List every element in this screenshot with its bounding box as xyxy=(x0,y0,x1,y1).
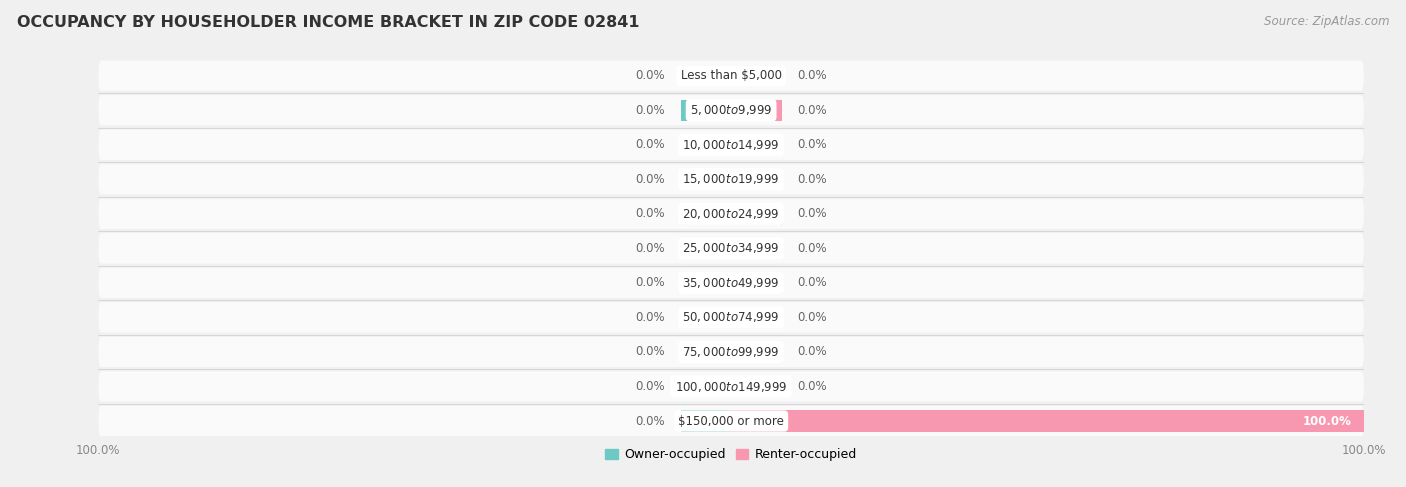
Text: $10,000 to $14,999: $10,000 to $14,999 xyxy=(682,138,780,152)
FancyBboxPatch shape xyxy=(98,268,1364,298)
Bar xyxy=(681,341,731,363)
Text: $35,000 to $49,999: $35,000 to $49,999 xyxy=(682,276,780,290)
Text: OCCUPANCY BY HOUSEHOLDER INCOME BRACKET IN ZIP CODE 02841: OCCUPANCY BY HOUSEHOLDER INCOME BRACKET … xyxy=(17,15,640,30)
Text: $100,000 to $149,999: $100,000 to $149,999 xyxy=(675,379,787,393)
Bar xyxy=(731,99,782,121)
Bar xyxy=(731,169,782,190)
Text: $15,000 to $19,999: $15,000 to $19,999 xyxy=(682,172,780,187)
FancyBboxPatch shape xyxy=(98,337,1364,367)
FancyBboxPatch shape xyxy=(98,233,1364,263)
Bar xyxy=(681,307,731,328)
Text: 0.0%: 0.0% xyxy=(636,173,665,186)
Text: 0.0%: 0.0% xyxy=(797,311,827,324)
Bar xyxy=(681,272,731,294)
Bar xyxy=(731,203,782,225)
Text: 0.0%: 0.0% xyxy=(797,380,827,393)
Text: 0.0%: 0.0% xyxy=(636,277,665,289)
Text: $75,000 to $99,999: $75,000 to $99,999 xyxy=(682,345,780,359)
FancyBboxPatch shape xyxy=(98,406,1364,436)
Bar xyxy=(731,65,782,86)
Text: 0.0%: 0.0% xyxy=(797,242,827,255)
Text: 0.0%: 0.0% xyxy=(636,138,665,151)
Bar xyxy=(681,376,731,397)
FancyBboxPatch shape xyxy=(98,371,1364,402)
Bar xyxy=(731,134,782,155)
Text: $150,000 or more: $150,000 or more xyxy=(678,414,785,428)
Text: 0.0%: 0.0% xyxy=(636,69,665,82)
Text: 0.0%: 0.0% xyxy=(797,173,827,186)
Bar xyxy=(681,238,731,259)
Text: 100.0%: 100.0% xyxy=(1302,414,1351,428)
Legend: Owner-occupied, Renter-occupied: Owner-occupied, Renter-occupied xyxy=(600,443,862,466)
Bar xyxy=(731,307,782,328)
Text: 0.0%: 0.0% xyxy=(636,345,665,358)
Text: 0.0%: 0.0% xyxy=(636,104,665,117)
Bar xyxy=(681,134,731,155)
Text: 0.0%: 0.0% xyxy=(636,311,665,324)
Text: $5,000 to $9,999: $5,000 to $9,999 xyxy=(690,103,772,117)
Text: Source: ZipAtlas.com: Source: ZipAtlas.com xyxy=(1264,15,1389,28)
Bar xyxy=(731,272,782,294)
Bar xyxy=(681,99,731,121)
Text: 0.0%: 0.0% xyxy=(797,277,827,289)
Bar xyxy=(731,411,1364,432)
Bar xyxy=(681,203,731,225)
FancyBboxPatch shape xyxy=(98,164,1364,194)
Bar xyxy=(731,341,782,363)
FancyBboxPatch shape xyxy=(98,302,1364,333)
Text: Less than $5,000: Less than $5,000 xyxy=(681,69,782,82)
Text: 0.0%: 0.0% xyxy=(797,69,827,82)
Text: 0.0%: 0.0% xyxy=(636,242,665,255)
Text: 0.0%: 0.0% xyxy=(797,104,827,117)
Text: 0.0%: 0.0% xyxy=(636,207,665,220)
Text: $25,000 to $34,999: $25,000 to $34,999 xyxy=(682,242,780,255)
Text: $50,000 to $74,999: $50,000 to $74,999 xyxy=(682,310,780,324)
Text: 0.0%: 0.0% xyxy=(797,138,827,151)
Text: $20,000 to $24,999: $20,000 to $24,999 xyxy=(682,207,780,221)
FancyBboxPatch shape xyxy=(98,95,1364,126)
Bar xyxy=(681,65,731,86)
Text: 0.0%: 0.0% xyxy=(636,380,665,393)
Text: 0.0%: 0.0% xyxy=(797,345,827,358)
Bar xyxy=(681,411,731,432)
Text: 0.0%: 0.0% xyxy=(636,414,665,428)
FancyBboxPatch shape xyxy=(98,60,1364,91)
FancyBboxPatch shape xyxy=(98,199,1364,229)
Bar xyxy=(731,238,782,259)
Bar xyxy=(681,169,731,190)
Text: 0.0%: 0.0% xyxy=(797,207,827,220)
Bar xyxy=(731,376,782,397)
FancyBboxPatch shape xyxy=(98,130,1364,160)
